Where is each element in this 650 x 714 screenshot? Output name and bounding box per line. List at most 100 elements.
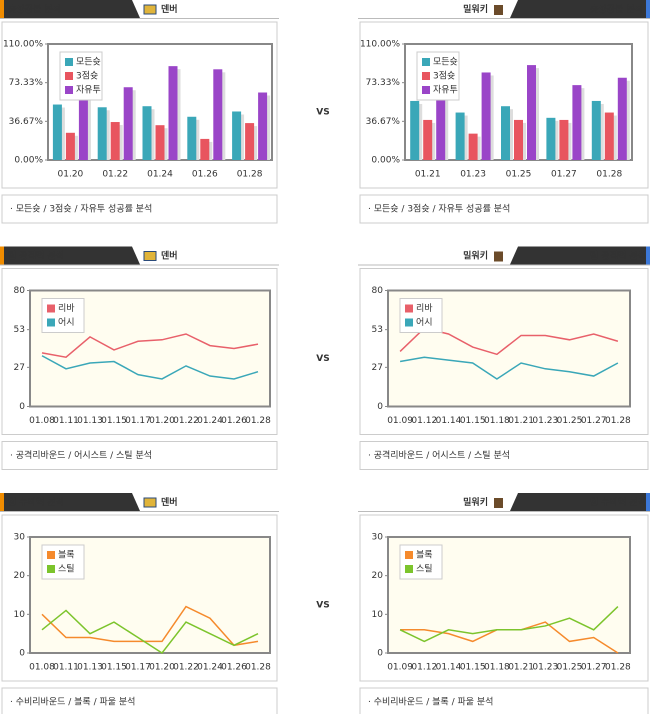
x-tick-label: 01.17 [125, 416, 151, 426]
bar [591, 100, 601, 160]
footer-text: · 수비리바운드 / 블록 / 파울 분석 [10, 697, 135, 708]
y-tick-label: 10 [14, 610, 26, 620]
x-tick-label: 01.12 [411, 416, 437, 426]
x-tick-label: 01.26 [221, 416, 247, 426]
line-series [41, 355, 259, 380]
header-tab [510, 246, 650, 265]
legend-label: 블록 [416, 550, 433, 561]
x-tick-label: 01.28 [245, 416, 271, 426]
header-stripe [646, 0, 650, 18]
legend-label: 3점슛 [433, 70, 455, 82]
x-tick-label: 01.08 [29, 416, 55, 426]
x-tick-label: 01.25 [506, 170, 532, 180]
bar [142, 106, 152, 160]
x-tick-label: 01.21 [508, 663, 534, 673]
legend-swatch [422, 58, 430, 66]
legend-box [399, 544, 443, 580]
y-tick-label: 27 [372, 363, 383, 373]
bar [501, 106, 510, 160]
y-tick-label: 30 [14, 533, 26, 543]
bar [410, 100, 420, 160]
bar [423, 119, 433, 160]
panel-title: 팀 수비력 분석 [590, 496, 646, 508]
y-tick-label: 80 [14, 286, 26, 296]
bar [65, 132, 75, 160]
x-tick-label: 01.09 [387, 416, 413, 426]
x-tick-label: 01.18 [484, 416, 510, 426]
vs-label: VS [316, 601, 329, 611]
bar [78, 94, 88, 160]
bar [572, 85, 582, 160]
legend-swatch [405, 551, 413, 559]
y-tick-label: 73.33% [366, 78, 401, 88]
team-name: 덴버 [161, 3, 178, 15]
legend-swatch [405, 318, 413, 327]
team-name: 밀워키 [463, 496, 488, 508]
bar [258, 92, 268, 160]
x-tick-label: 01.27 [551, 170, 577, 180]
bar [546, 117, 556, 160]
legend-swatch [65, 86, 73, 94]
x-tick-label: 01.22 [173, 416, 199, 426]
x-tick-label: 01.27 [581, 416, 607, 426]
legend-label: 자유투 [433, 85, 458, 96]
y-tick-label: 30 [372, 533, 384, 543]
legend-label: 스틸 [416, 564, 433, 575]
bar [514, 119, 523, 160]
header-stripe [646, 493, 650, 511]
legend-box [41, 544, 85, 580]
legend-label: 어시 [416, 317, 433, 328]
y-tick-label: 36.67% [366, 117, 401, 127]
y-tick-label: 0.00% [14, 156, 43, 166]
line-series [41, 609, 259, 655]
footer-box [359, 441, 649, 470]
vs-label: VS [316, 354, 329, 364]
bar [245, 123, 255, 160]
legend-swatch [422, 86, 430, 94]
x-tick-label: 01.09 [387, 663, 413, 673]
legend-label: 리바 [416, 303, 433, 314]
legend-label: 어시 [58, 317, 75, 328]
bar [213, 69, 223, 160]
footer-text: · 모든슛 / 3점슛 / 자유투 성공률 분석 [368, 203, 510, 215]
bar [123, 87, 133, 160]
y-tick-label: 110.00% [3, 40, 43, 50]
header-tab [510, 0, 650, 18]
header-stripe [0, 0, 4, 18]
x-tick-label: 01.15 [101, 416, 127, 426]
bar [559, 119, 569, 160]
team-name: 밀워키 [463, 3, 488, 15]
x-tick-label: 01.13 [77, 416, 103, 426]
y-tick-label: 53 [372, 325, 383, 335]
y-tick-label: 0 [19, 649, 25, 659]
bar [617, 77, 627, 160]
y-tick-label: 53 [14, 325, 25, 335]
vs-label: VS [316, 108, 329, 118]
y-tick-label: 73.33% [9, 78, 44, 88]
y-tick-label: 0 [377, 649, 383, 659]
x-tick-label: 01.24 [147, 170, 173, 180]
x-tick-label: 01.26 [221, 663, 247, 673]
x-tick-label: 01.11 [53, 416, 79, 426]
legend-label: 모든슛 [433, 57, 458, 68]
x-tick-label: 01.18 [484, 663, 510, 673]
header-tab [510, 493, 650, 511]
x-tick-label: 01.23 [532, 416, 558, 426]
team-logo [494, 251, 503, 262]
line-series [41, 333, 259, 359]
x-tick-label: 01.22 [102, 170, 128, 180]
bar [187, 116, 197, 160]
x-tick-label: 01.28 [245, 663, 271, 673]
panel-title: 팀 수비력 분석 [8, 496, 64, 508]
panel-title: 팀 공격력 분석 [8, 250, 64, 262]
bar [52, 104, 62, 160]
x-tick-label: 01.21 [508, 416, 534, 426]
footer-text: · 공격리바운드 / 어시스트 / 스틸 분석 [10, 449, 152, 461]
x-tick-label: 01.15 [460, 416, 486, 426]
y-tick-label: 36.67% [9, 117, 44, 127]
panel-title: 슛성공률 분석 [8, 3, 61, 15]
line-series [399, 356, 619, 380]
line-series [41, 605, 259, 647]
legend-swatch [65, 72, 73, 80]
x-tick-label: 01.14 [436, 663, 462, 673]
